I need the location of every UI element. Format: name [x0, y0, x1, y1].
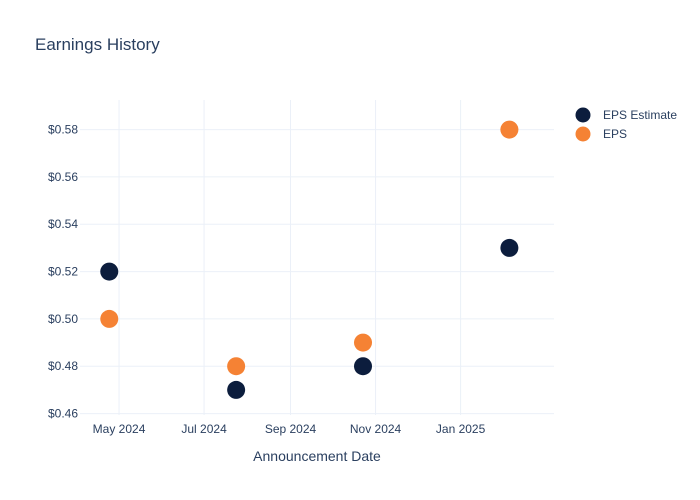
data-points: [100, 120, 519, 399]
y-tick-label: $0.48: [48, 359, 78, 373]
x-tick-label: Jan 2025: [436, 422, 486, 436]
y-tick-label: $0.46: [48, 407, 78, 421]
x-tick-label: Sep 2024: [265, 422, 317, 436]
eps-estimate-point[interactable]: [500, 238, 519, 257]
x-tick-label: Jul 2024: [181, 422, 227, 436]
legend: EPS Estimate EPS: [575, 107, 677, 142]
legend-marker-eps: [575, 126, 591, 142]
eps-point[interactable]: [227, 357, 246, 376]
y-tick-label: $0.58: [48, 123, 78, 137]
eps-estimate-point[interactable]: [227, 380, 246, 399]
legend-label-eps: EPS: [603, 127, 627, 141]
y-tick-label: $0.54: [48, 217, 78, 231]
y-tick-label: $0.52: [48, 265, 78, 279]
eps-estimate-point[interactable]: [100, 262, 119, 281]
x-tick-label: Nov 2024: [350, 422, 402, 436]
eps-point[interactable]: [354, 333, 373, 352]
x-axis-title: Announcement Date: [253, 448, 381, 464]
legend-label-eps-estimate: EPS Estimate: [603, 108, 677, 122]
legend-marker-eps-estimate: [575, 107, 591, 123]
x-tick-label: May 2024: [93, 422, 146, 436]
eps-point[interactable]: [500, 120, 519, 139]
y-tick-label: $0.56: [48, 170, 78, 184]
grid: [80, 100, 554, 415]
chart-title: Earnings History: [35, 35, 160, 54]
eps-point[interactable]: [100, 309, 119, 328]
y-axis-ticks: $0.46 $0.48 $0.50 $0.52 $0.54 $0.56 $0.58: [48, 123, 78, 421]
y-tick-label: $0.50: [48, 312, 78, 326]
x-axis-ticks: May 2024 Jul 2024 Sep 2024 Nov 2024 Jan 2025: [93, 422, 486, 436]
eps-estimate-point[interactable]: [354, 357, 373, 376]
